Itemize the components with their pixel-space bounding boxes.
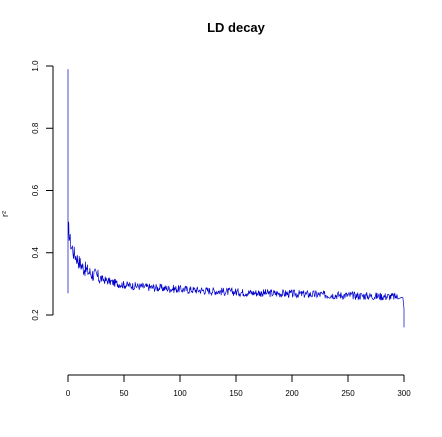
chart-title: LD decay [207,20,266,35]
x-tick-label: 0 [66,389,71,398]
x-tick-label: 200 [285,389,299,398]
x-tick-label: 50 [120,389,129,398]
x-tick-label: 100 [173,389,187,398]
y-tick-label: 0.4 [31,247,40,259]
y-tick-label: 0.8 [31,122,40,134]
y-axis-label: r² [0,211,10,217]
ld-decay-series-line [67,69,405,328]
x-tick-label: 150 [229,389,243,398]
y-tick-label: 0.6 [31,184,40,196]
y-tick-label: 0.2 [31,309,40,321]
y-tick-label: 1.0 [31,60,40,72]
x-tick-label: 300 [397,389,411,398]
axes: 0 50 100 150 200 250 300 0.2 0.4 0.6 0.8 1.0 [31,60,411,398]
plot-area [67,69,405,328]
x-tick-label: 250 [341,389,355,398]
